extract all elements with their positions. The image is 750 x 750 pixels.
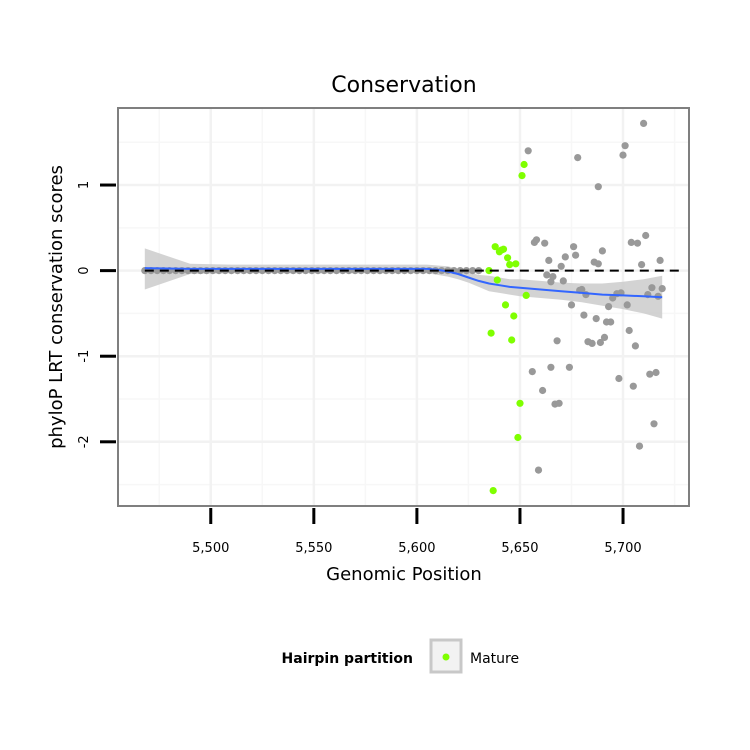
other-point — [524, 147, 532, 155]
other-point — [574, 154, 582, 162]
other-point — [607, 318, 615, 326]
other-point — [541, 239, 549, 247]
x-tick-label: 5,700 — [604, 541, 641, 556]
y-tick-label: 1 — [77, 181, 92, 189]
other-point — [648, 284, 656, 292]
smooth-line — [144, 267, 663, 299]
other-point — [469, 267, 477, 275]
mature-point — [487, 329, 495, 337]
other-point — [561, 253, 569, 261]
other-point — [588, 339, 596, 347]
plot-panel — [117, 107, 690, 507]
mature-point — [506, 261, 514, 269]
other-point — [572, 251, 580, 259]
other-point — [532, 236, 541, 244]
other-point — [570, 243, 578, 251]
legend-label-mature: Mature — [470, 651, 519, 667]
panel-border — [117, 107, 690, 507]
other-point — [578, 285, 586, 294]
other-point — [547, 363, 555, 371]
other-point — [528, 368, 536, 376]
other-point — [534, 466, 543, 474]
other-point — [594, 260, 602, 268]
mature-point — [508, 336, 516, 344]
mature-point — [510, 312, 518, 320]
other-point — [555, 399, 563, 407]
other-point — [545, 256, 553, 264]
mature-point — [499, 245, 508, 253]
other-point — [629, 382, 637, 390]
mature-point — [520, 160, 528, 169]
mature-point — [504, 254, 512, 262]
other-point — [565, 363, 574, 371]
other-point — [656, 256, 664, 264]
other-point — [600, 333, 609, 341]
other-point — [559, 277, 567, 285]
x-tick-label: 5,650 — [501, 541, 538, 556]
mature-point — [493, 276, 501, 284]
confidence-ribbon — [144, 248, 663, 319]
other-point — [646, 370, 654, 378]
other-point — [596, 338, 605, 347]
legend-key-box — [429, 638, 463, 674]
y-tick-label: -2 — [77, 435, 92, 448]
other-point — [633, 239, 642, 247]
mature-point — [485, 267, 493, 275]
other-point — [619, 151, 627, 159]
other-point — [623, 301, 631, 309]
other-point — [549, 273, 557, 281]
x-tick-label: 5,550 — [295, 541, 332, 556]
other-point — [553, 337, 561, 345]
y-axis-title: phyloP LRT conservation scores — [46, 165, 67, 449]
other-point — [539, 386, 547, 395]
other-point — [592, 315, 600, 323]
legend-key-mature — [442, 653, 450, 661]
other-point — [642, 231, 650, 240]
plot-background — [118, 108, 689, 506]
y-tick-label: -1 — [77, 350, 92, 363]
other-point — [631, 342, 640, 350]
mature-point — [522, 291, 530, 299]
other-point — [621, 142, 629, 150]
x-tick-label: 5,600 — [398, 541, 435, 556]
other-point — [543, 271, 551, 279]
mature-point — [491, 243, 499, 251]
legend: Hairpin partition Mature — [282, 638, 519, 674]
mature-point — [501, 301, 510, 309]
mature-point — [512, 260, 520, 268]
other-point — [638, 261, 646, 269]
other-point — [598, 247, 607, 255]
other-point — [650, 420, 658, 428]
legend-title: Hairpin partition — [282, 651, 413, 667]
other-point — [567, 301, 576, 309]
mature-point — [518, 172, 526, 180]
other-point — [625, 326, 633, 335]
chart-title: Conservation — [331, 73, 476, 98]
other-point — [652, 368, 660, 377]
other-point — [658, 285, 666, 293]
other-point — [627, 238, 635, 246]
other-point — [615, 374, 623, 383]
mature-point — [514, 433, 522, 442]
y-tick-label: 0 — [77, 266, 92, 274]
other-point — [580, 311, 588, 319]
mature-point — [489, 487, 497, 495]
other-point — [557, 262, 565, 270]
other-point — [635, 442, 644, 450]
other-point — [594, 183, 602, 191]
x-axis-title: Genomic Position — [326, 564, 482, 585]
mature-point — [516, 399, 524, 407]
other-point — [605, 303, 613, 311]
other-point — [640, 119, 648, 127]
x-tick-label: 5,500 — [192, 541, 229, 556]
